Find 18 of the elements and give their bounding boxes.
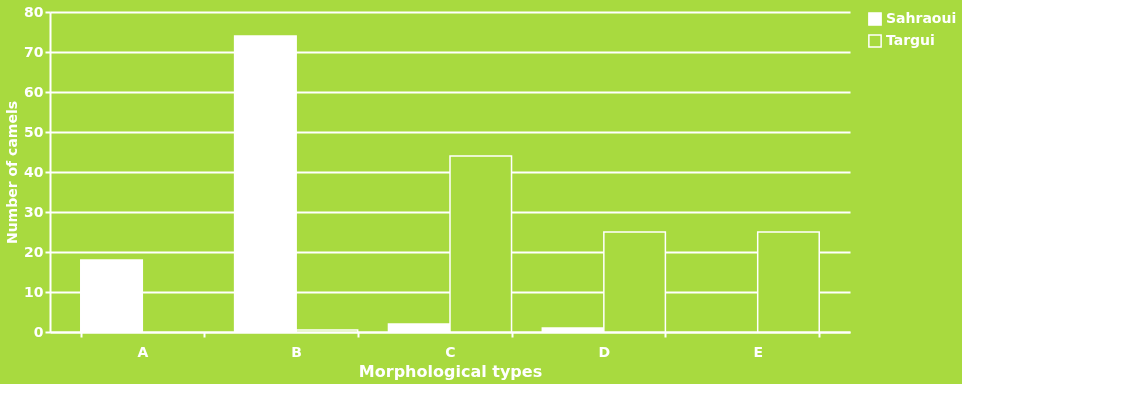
y-tick-label: 30 — [24, 203, 44, 220]
y-tick-label: 40 — [24, 163, 44, 180]
y-axis-title: Number of camels — [4, 100, 21, 245]
y-tick-label: 60 — [24, 83, 44, 100]
x-tick-label: E — [753, 343, 763, 360]
legend-label: Sahraoui — [886, 10, 957, 26]
y-tick-label: 20 — [24, 243, 44, 260]
x-tick-label: A — [137, 343, 149, 360]
y-tick-label: 0 — [33, 323, 44, 340]
x-tick-label: B — [291, 343, 302, 360]
x-axis-title: Morphological types — [358, 361, 543, 381]
y-tick-label: 80 — [24, 3, 44, 20]
y-tick-label: 70 — [24, 43, 44, 60]
legend-label: Targui — [886, 32, 935, 48]
y-tick-label: 10 — [24, 283, 44, 300]
x-tick-label: C — [445, 343, 456, 360]
y-tick-label: 50 — [24, 123, 44, 140]
x-tick-label: D — [598, 343, 611, 360]
